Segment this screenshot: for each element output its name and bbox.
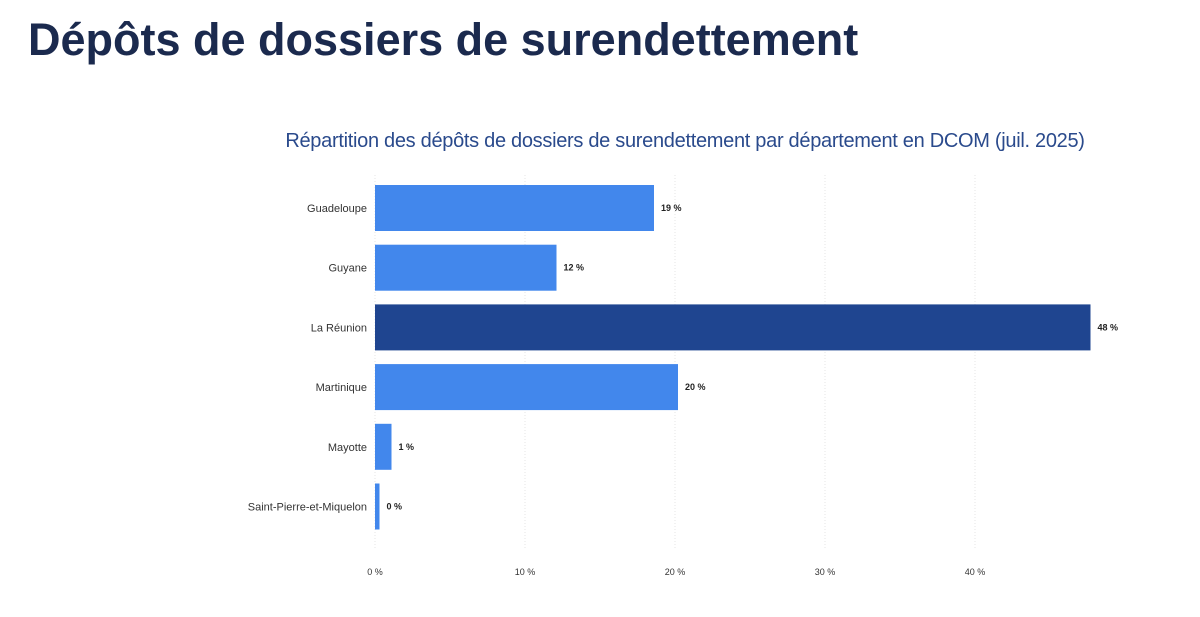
data-label: 12 % <box>564 263 585 273</box>
data-label: 48 % <box>1098 322 1119 332</box>
x-tick-label: 30 % <box>815 567 836 577</box>
bar <box>375 185 654 231</box>
page-title: Dépôts de dossiers de surendettement <box>28 14 859 65</box>
bar <box>375 244 557 291</box>
category-label: Martinique <box>316 382 367 394</box>
bar <box>375 304 1091 351</box>
bar <box>375 483 380 530</box>
data-label: 19 % <box>661 203 682 213</box>
x-tick-label: 10 % <box>515 567 536 577</box>
data-label: 1 % <box>399 442 415 452</box>
x-tick-label: 40 % <box>965 567 986 577</box>
data-label: 20 % <box>685 382 706 392</box>
category-label: La Réunion <box>311 322 367 334</box>
category-label: Guadeloupe <box>307 203 367 215</box>
chart-title: Répartition des dépôts de dossiers de su… <box>285 130 1085 152</box>
bar <box>375 423 392 470</box>
bar <box>375 364 678 411</box>
data-label: 0 % <box>387 502 403 512</box>
x-tick-label: 0 % <box>367 567 383 577</box>
category-label: Saint-Pierre-et-Miquelon <box>248 502 367 514</box>
x-tick-label: 20 % <box>665 567 686 577</box>
category-label: Guyane <box>328 263 367 275</box>
category-label: Mayotte <box>328 442 367 454</box>
